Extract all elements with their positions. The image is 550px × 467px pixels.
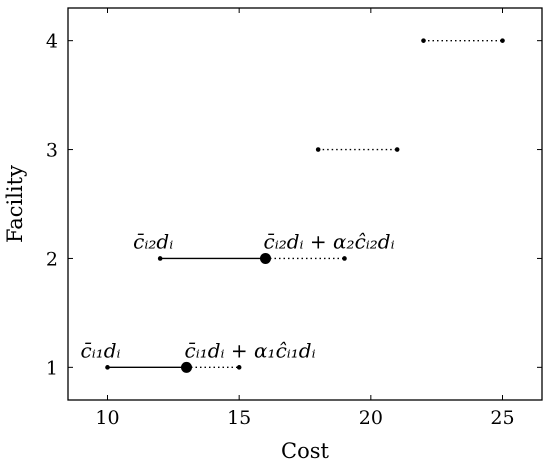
base-cost-annotation: c̄ᵢ₁dᵢ <box>81 338 121 362</box>
robust-cost-point <box>260 252 271 264</box>
axis-ticks: 10 15 20 25 1 2 3 4 <box>46 8 542 429</box>
base-cost-point <box>157 256 163 261</box>
robust-cost-point <box>181 361 192 373</box>
y-tick-label: 3 <box>46 140 58 162</box>
data-marks <box>105 38 505 373</box>
base-cost-annotation: c̄ᵢ₂dᵢ <box>133 229 173 253</box>
x-tick-label: 25 <box>490 407 514 429</box>
robust-cost-annotation: c̄ᵢ₁dᵢ + α₁ĉᵢ₁dᵢ <box>185 338 316 362</box>
y-axis-title: Facility <box>3 165 27 243</box>
max-cost-point <box>236 365 242 370</box>
base-cost-point <box>105 365 110 370</box>
max-cost-point <box>342 256 347 261</box>
max-cost-point <box>394 147 400 152</box>
base-cost-point <box>421 38 426 43</box>
y-tick-label: 4 <box>46 31 58 53</box>
x-tick-label: 10 <box>95 407 119 429</box>
x-axis-title: Cost <box>281 439 329 463</box>
annotations: c̄ᵢ₁dᵢ c̄ᵢ₁dᵢ + α₁ĉᵢ₁dᵢ c̄ᵢ₂dᵢ c̄ᵢ₂dᵢ + α₂ĉ… <box>81 229 395 362</box>
x-tick-label: 15 <box>227 407 251 429</box>
plot-frame <box>67 7 543 401</box>
robust-cost-annotation: c̄ᵢ₂dᵢ + α₂ĉᵢ₂dᵢ <box>264 229 395 253</box>
y-tick-label: 2 <box>46 248 58 270</box>
y-tick-label: 1 <box>46 357 58 379</box>
max-cost-point <box>500 38 505 43</box>
base-cost-point <box>315 147 321 152</box>
x-tick-label: 20 <box>359 407 383 429</box>
